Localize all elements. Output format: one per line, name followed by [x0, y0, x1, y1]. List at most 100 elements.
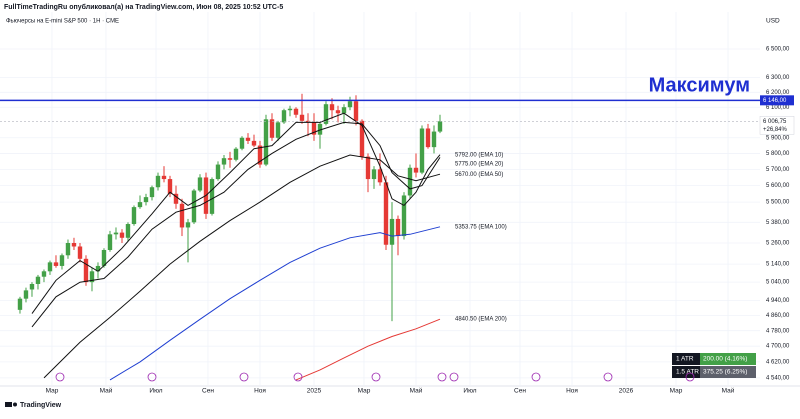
last-price-change: +26,84% — [763, 127, 788, 133]
plot: 5792.00 (EMA 10) 5775.00 (EMA 20) 5670.00 … — [0, 75, 760, 381]
y-tick-label: 5 500,00 — [766, 200, 790, 206]
candle-body — [173, 193, 179, 204]
y-tick-label: 4 780,00 — [766, 328, 790, 334]
candle-body — [17, 298, 23, 310]
candle-body — [275, 122, 281, 138]
chart-title: Фьючерсы на E-mini S&P 500 · 1Н · CME — [6, 19, 119, 25]
candle-body — [143, 197, 149, 203]
candle-body — [59, 255, 65, 266]
candle-body — [101, 249, 107, 266]
ema-line — [31, 112, 441, 314]
candle-body — [305, 120, 311, 123]
y-tick-label: 5 900,00 — [766, 135, 790, 141]
ema-label: 5353.75 (EMA 100) — [455, 224, 507, 230]
candle-body — [23, 290, 29, 299]
candle-body — [185, 222, 191, 228]
x-tick-label: Май — [410, 387, 423, 395]
candle-body — [341, 107, 347, 114]
candle-body — [215, 164, 221, 180]
y-tick-label: 5 260,00 — [766, 241, 790, 247]
candle-body — [383, 182, 389, 245]
x-tick-label: Ноя — [566, 388, 578, 395]
atr-name: 1.5 ATR — [676, 369, 699, 376]
x-tick-label: Май — [100, 387, 113, 395]
last-price-tag — [759, 116, 795, 135]
candle-body — [107, 234, 113, 250]
y-tick-label: 4 860,00 — [766, 313, 790, 319]
candle-body — [395, 218, 401, 237]
x-tick-label: Июл — [463, 388, 476, 395]
candle-body — [359, 120, 365, 157]
max-price-tag — [760, 95, 794, 106]
candle-body — [179, 203, 185, 228]
atr-name: 1 ATR — [676, 356, 694, 363]
atr-value: 200.00 (4.16%) — [703, 356, 747, 363]
candle-body — [83, 258, 89, 283]
ema-line — [295, 318, 441, 381]
atr-value: 375.25 (6.25%) — [703, 369, 747, 376]
candle-body — [437, 121, 443, 132]
candle-body — [353, 101, 359, 121]
candle-body — [89, 271, 95, 283]
candle-body — [137, 202, 143, 208]
brand: TradingView — [20, 402, 62, 409]
candle-body — [95, 265, 101, 272]
ema-line — [109, 226, 441, 381]
candle-body — [71, 242, 77, 247]
axis: 6 500,00 6 300,00 6 200,00 6 100,00 5 900,00… — [46, 47, 795, 395]
candle-body — [299, 114, 305, 121]
x-tick-label: Сен — [202, 388, 214, 395]
ema-label: 4840.50 (EMA 200) — [455, 317, 507, 323]
x-tick-label: Мар — [358, 388, 371, 395]
currency: USD — [766, 18, 780, 25]
atr-cell — [700, 366, 756, 378]
y-tick-label: 6 100,00 — [766, 105, 790, 111]
x-tick-label: Июл — [149, 388, 162, 395]
candle-body — [263, 119, 269, 165]
candle-body — [431, 131, 437, 148]
candle-body — [365, 156, 371, 180]
x-tick-label: Май — [722, 387, 735, 395]
candle-body — [53, 262, 59, 266]
candle-body — [323, 104, 329, 124]
candle-body — [65, 242, 71, 256]
brand-logo: TradingView — [5, 402, 62, 409]
y-tick-label: 4 700,00 — [766, 344, 790, 350]
x-tick-label: Ноя — [254, 388, 266, 395]
candle-body — [209, 179, 215, 214]
candle-body — [113, 232, 119, 235]
candle-body — [287, 108, 293, 111]
candle-body — [233, 148, 239, 160]
candle-body — [347, 101, 353, 108]
y-tick-label: 6 300,00 — [766, 75, 790, 81]
candle-body — [245, 137, 251, 141]
candle-body — [269, 119, 275, 138]
x-tick-label: Мар — [46, 388, 59, 395]
candle-body — [77, 246, 83, 259]
candle-body — [221, 158, 227, 165]
candle-body — [317, 123, 323, 135]
candle-body — [29, 283, 35, 290]
candle-body — [419, 128, 425, 173]
event-icons — [55, 372, 695, 382]
atr-cell — [672, 366, 700, 378]
y-tick-label: 6 500,00 — [766, 47, 790, 53]
candle-body — [131, 207, 137, 225]
candle-body — [251, 140, 257, 146]
atr-cell — [700, 353, 756, 365]
x-tick-label: 2025 — [307, 388, 322, 395]
candle-body — [119, 232, 125, 238]
candle-body — [389, 218, 395, 245]
candle-body — [329, 104, 335, 111]
y-tick-label: 5 380,00 — [766, 220, 790, 226]
candle-body — [167, 179, 173, 194]
candle-body — [161, 175, 167, 180]
candle-body — [155, 175, 161, 188]
publisher: FullTimeTradingRu опубликовал(а) на Trad… — [4, 3, 283, 11]
candle-body — [407, 167, 413, 196]
candle-body — [47, 262, 53, 272]
candle-body — [35, 276, 41, 284]
candle-body — [191, 190, 197, 223]
ema-label: 5792.00 (EMA 10) — [455, 152, 503, 158]
